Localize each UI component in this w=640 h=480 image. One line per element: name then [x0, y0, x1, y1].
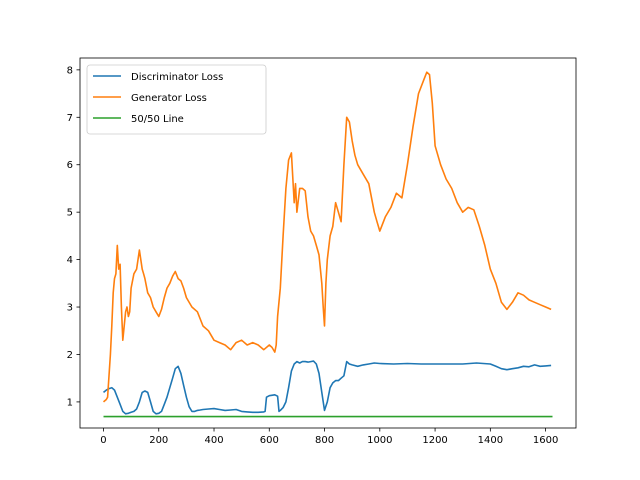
y-tick-label: 1: [67, 397, 73, 408]
y-tick-label: 8: [67, 65, 73, 76]
y-tick-label: 5: [67, 208, 73, 219]
x-tick-label: 400: [204, 435, 223, 446]
x-tick-label: 1200: [422, 435, 447, 446]
legend-label: Discriminator Loss: [131, 72, 223, 83]
x-tick-label: 0: [100, 435, 106, 446]
y-tick-label: 7: [67, 113, 73, 124]
legend-box: [86, 64, 267, 135]
x-tick-label: 200: [149, 435, 168, 446]
plot-area: [102, 71, 553, 418]
axes-frame: [79, 57, 577, 429]
x-tick-label: 1000: [367, 435, 392, 446]
series-line-generator-loss: [102, 71, 552, 403]
axis-ticks: 0 200 400 600 800 1000 1200 1400 1600 1 2 3 4 5 6 7 8: [67, 65, 559, 446]
series-line-discriminator-loss: [102, 360, 552, 415]
x-tick-label: 800: [315, 435, 334, 446]
legend-label: Generator Loss: [131, 93, 207, 104]
y-tick-label: 3: [67, 303, 73, 314]
x-tick-label: 1600: [533, 435, 558, 446]
y-tick-label: 2: [67, 350, 73, 361]
y-tick-label: 4: [67, 255, 73, 266]
legend: Discriminator Loss Generator Loss 50/50 Li…: [86, 64, 267, 135]
y-tick-label: 6: [67, 160, 73, 171]
legend-label: 50/50 Line: [131, 114, 184, 125]
x-tick-label: 1400: [478, 435, 503, 446]
x-tick-label: 600: [260, 435, 279, 446]
